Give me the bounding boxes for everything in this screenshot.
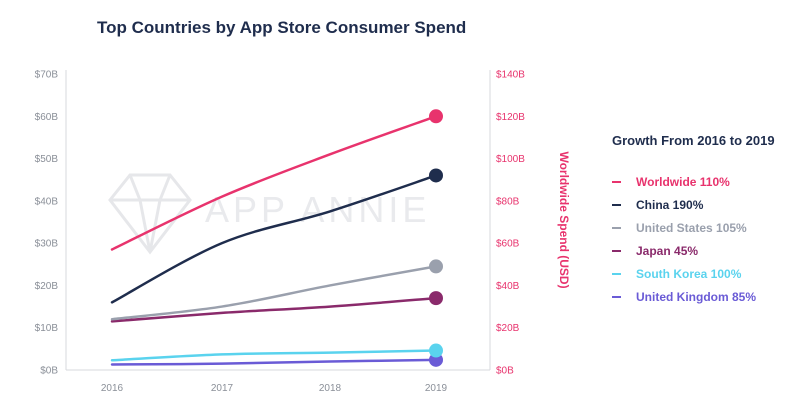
series-line — [110, 358, 438, 366]
series-line — [110, 296, 438, 323]
legend: Growth From 2016 to 2019 Worldwide 110% C… — [612, 133, 775, 304]
x-tick-label: 2019 — [425, 383, 448, 394]
series-end-point — [429, 109, 443, 124]
diamond-logo-icon — [108, 173, 192, 255]
left-tick-label: $30B — [35, 239, 59, 250]
left-axis-ticks: $0B $10B $20B $30B $40B $50B $60B $70B — [35, 70, 59, 377]
series-line — [110, 265, 438, 321]
x-tick-label: 2018 — [319, 383, 342, 394]
legend-entry: Worldwide 110% — [636, 175, 730, 189]
watermark-text: APP ANNIE — [205, 189, 430, 230]
series-line — [110, 115, 438, 251]
series-layer — [110, 109, 443, 367]
x-axis-ticks: 2016 2017 2018 2019 — [101, 383, 448, 394]
series-end-point — [429, 259, 443, 274]
series-line — [110, 349, 438, 362]
plot-frame — [65, 70, 491, 371]
series-end-point — [429, 168, 443, 183]
left-tick-label: $60B — [35, 112, 59, 123]
legend-entry: Japan 45% — [636, 244, 698, 258]
series-line — [110, 174, 438, 304]
right-tick-label: $120B — [496, 112, 525, 123]
left-tick-label: $50B — [35, 154, 59, 165]
app-annie-watermark: APP ANNIE — [108, 173, 430, 255]
series-end-point — [429, 343, 443, 358]
right-axis-ticks: $0B $20B $40B $60B $80B $100B $120B $140B — [496, 70, 525, 377]
x-tick-label: 2017 — [211, 383, 234, 394]
legend-entry: China 190% — [636, 198, 704, 212]
left-tick-label: $10B — [35, 323, 59, 334]
chart-title: Top Countries by App Store Consumer Spen… — [97, 18, 466, 37]
right-axis-label: Worldwide Spend (USD) — [557, 151, 571, 288]
right-tick-label: $80B — [496, 196, 520, 207]
left-tick-label: $20B — [35, 281, 59, 292]
left-tick-label: $70B — [35, 70, 59, 81]
legend-entry: South Korea 100% — [636, 267, 742, 281]
right-tick-label: $60B — [496, 239, 520, 250]
right-tick-label: $20B — [496, 323, 520, 334]
left-tick-label: $40B — [35, 196, 59, 207]
right-tick-label: $140B — [496, 70, 525, 81]
x-tick-label: 2016 — [101, 383, 124, 394]
right-tick-label: $100B — [496, 154, 525, 165]
left-tick-label: $0B — [40, 366, 58, 377]
legend-entry: United Kingdom 85% — [636, 290, 756, 304]
series-end-point — [429, 291, 443, 306]
right-tick-label: $40B — [496, 281, 520, 292]
right-tick-label: $0B — [496, 366, 514, 377]
legend-title: Growth From 2016 to 2019 — [612, 133, 775, 148]
legend-entry: United States 105% — [636, 221, 747, 235]
